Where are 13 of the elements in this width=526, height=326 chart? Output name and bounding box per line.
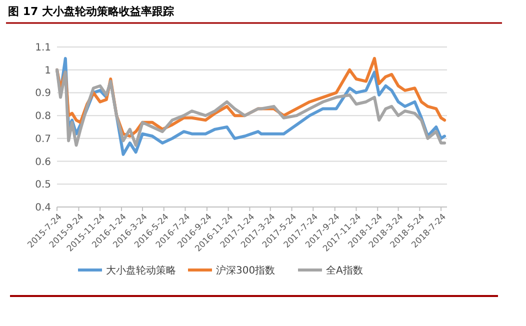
y-tick-label: 0.9: [35, 88, 51, 100]
chart-title: 图 17 大小盘轮动策略收益率跟踪: [8, 5, 174, 18]
legend-label: 全A指数: [326, 264, 363, 276]
y-tick-label: 0.4: [35, 202, 51, 214]
legend-label: 大小盘轮动策略: [106, 264, 176, 276]
y-tick-label: 0.8: [35, 111, 51, 122]
y-tick-label: 1.1: [35, 42, 51, 54]
y-tick-label: 1: [44, 65, 51, 76]
line-series: [56, 68, 446, 147]
y-tick-label: 0.5: [35, 180, 51, 191]
y-tick-label: 0.6: [35, 156, 51, 168]
legend-label: 沪深300指数: [216, 264, 276, 276]
y-tick-label: 0.7: [35, 134, 51, 145]
